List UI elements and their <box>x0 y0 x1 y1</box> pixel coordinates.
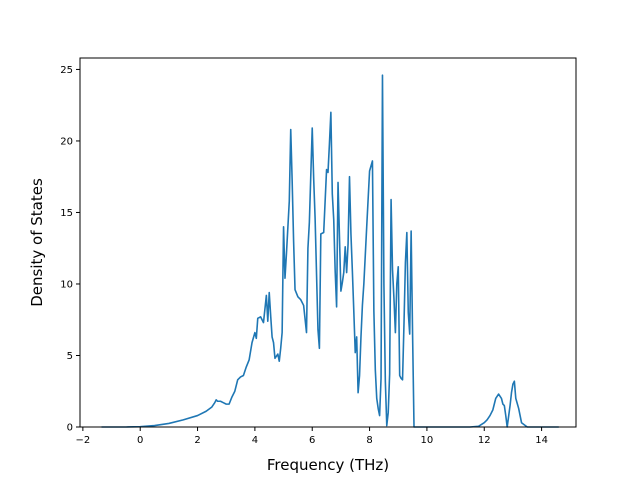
x-tick-label: 8 <box>366 435 372 446</box>
y-tick-label: 0 <box>67 423 73 434</box>
y-tick-label: 10 <box>60 279 73 290</box>
x-axis-label: Frequency (THz) <box>267 456 389 474</box>
y-axis: 0 5 10 15 20 25 <box>60 65 80 434</box>
x-tick-label: −2 <box>75 435 90 446</box>
x-tick-label: 12 <box>478 435 491 446</box>
y-tick-label: 25 <box>60 65 73 76</box>
y-axis-label: Density of States <box>28 178 46 307</box>
y-tick-label: 15 <box>60 208 73 219</box>
x-axis: −2 0 2 4 6 8 10 12 14 <box>75 427 548 446</box>
y-tick-label: 20 <box>60 136 73 147</box>
y-tick-label: 5 <box>67 351 73 362</box>
x-tick-label: 6 <box>309 435 315 446</box>
x-tick-label: 0 <box>137 435 143 446</box>
x-tick-label: 2 <box>194 435 200 446</box>
x-tick-label: 14 <box>535 435 548 446</box>
x-tick-label: 10 <box>421 435 434 446</box>
axes-frame <box>79 57 577 428</box>
x-tick-label: 4 <box>252 435 258 446</box>
